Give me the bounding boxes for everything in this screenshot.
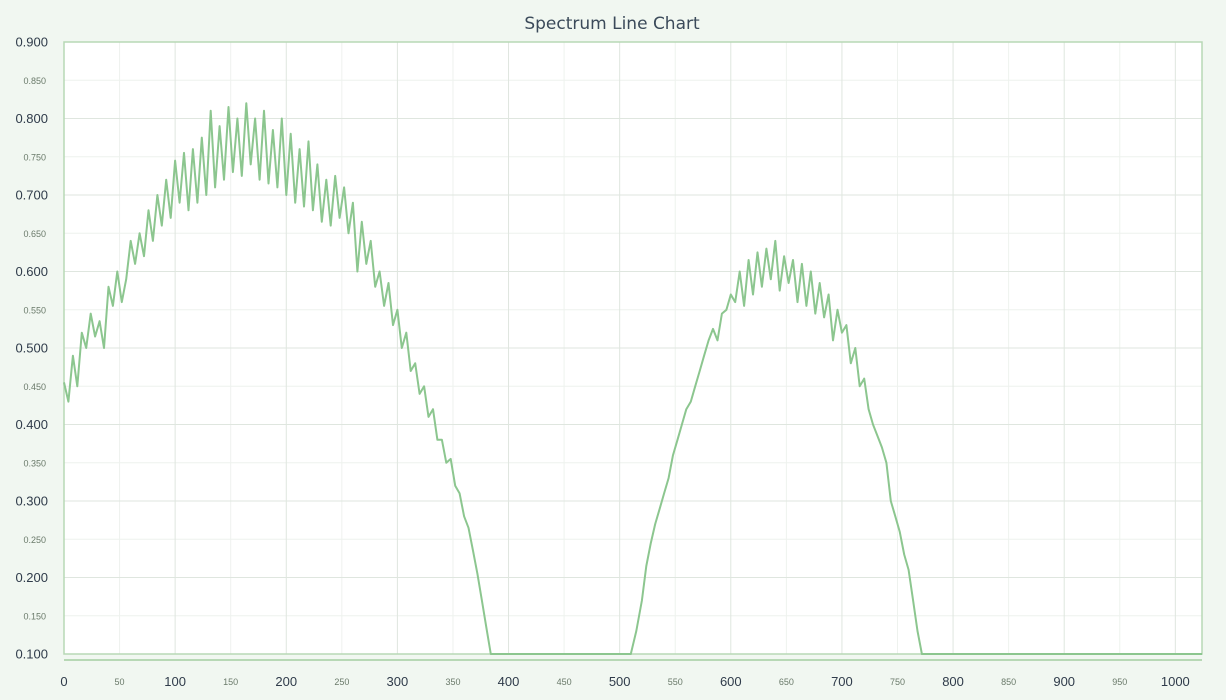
y-tick-label: 0.600	[15, 264, 48, 279]
x-tick-label: 1000	[1161, 674, 1190, 689]
x-minor-tick-label: 250	[334, 677, 349, 687]
x-tick-label: 500	[609, 674, 631, 689]
x-minor-tick-label: 450	[557, 677, 572, 687]
x-minor-tick-label: 550	[668, 677, 683, 687]
series-line	[63, 102, 1202, 655]
y-minor-tick-label: 0.650	[23, 229, 46, 239]
y-tick-label: 0.900	[15, 35, 48, 50]
y-tick-label: 0.300	[15, 494, 48, 509]
y-tick-label: 0.700	[15, 188, 48, 203]
tick-labels: 0 100 200 300 400 500 600 700 800 900 1000 50 150 250…	[15, 35, 1189, 690]
x-tick-label: 800	[942, 674, 964, 689]
x-tick-label: 900	[1053, 674, 1075, 689]
x-tick-label: 300	[387, 674, 409, 689]
x-tick-label: 700	[831, 674, 853, 689]
x-minor-tick-label: 50	[115, 677, 125, 687]
y-minor-tick-label: 0.750	[23, 152, 46, 162]
x-tick-label: 400	[498, 674, 520, 689]
y-tick-label: 0.500	[15, 341, 48, 356]
grid	[63, 41, 1202, 655]
y-tick-label: 0.400	[15, 417, 48, 432]
y-minor-tick-label: 0.550	[23, 305, 46, 315]
y-tick-label: 0.800	[15, 111, 48, 126]
x-minor-tick-label: 850	[1001, 677, 1016, 687]
x-minor-tick-label: 650	[779, 677, 794, 687]
y-minor-tick-label: 0.150	[23, 611, 46, 621]
y-minor-tick-label: 0.250	[23, 535, 46, 545]
y-minor-tick-label: 0.350	[23, 458, 46, 468]
x-minor-tick-label: 750	[890, 677, 905, 687]
x-tick-label: 0	[60, 674, 67, 689]
x-tick-label: 100	[164, 674, 186, 689]
y-minor-tick-label: 0.850	[23, 76, 46, 86]
plot-frame	[63, 41, 1203, 655]
y-minor-tick-label: 0.450	[23, 382, 46, 392]
y-tick-label: 0.200	[15, 570, 48, 585]
x-tick-label: 200	[275, 674, 297, 689]
y-tick-label: 0.100	[15, 647, 48, 662]
x-tick-label: 600	[720, 674, 742, 689]
x-minor-tick-label: 150	[223, 677, 238, 687]
x-minor-tick-label: 350	[445, 677, 460, 687]
chart-title: Spectrum Line Chart	[524, 14, 700, 34]
x-minor-tick-label: 950	[1112, 677, 1127, 687]
